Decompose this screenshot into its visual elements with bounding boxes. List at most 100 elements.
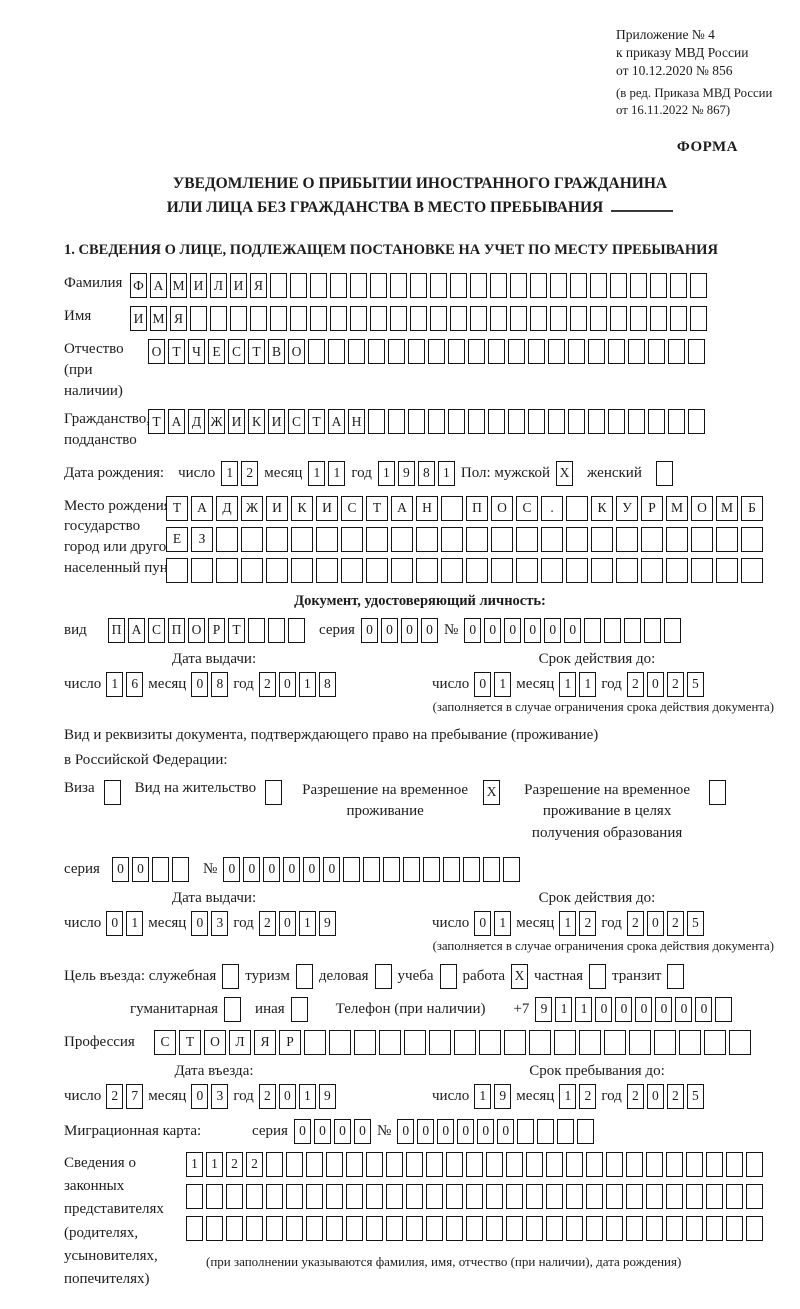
char-box: [374, 963, 392, 989]
char-box: [566, 1215, 583, 1241]
char-box: А: [328, 409, 345, 435]
char-box: [550, 306, 567, 332]
char-box: [716, 557, 738, 583]
char-box: [486, 1183, 503, 1209]
birth-date-label: Дата рождения:: [64, 464, 165, 481]
char-box: [426, 1215, 443, 1241]
char-box: 8: [211, 671, 229, 697]
char-box: 3: [211, 910, 229, 936]
char-box: 0: [112, 856, 129, 882]
char-box: [610, 273, 627, 299]
char-box: [589, 963, 607, 989]
id-kind-label: вид: [64, 621, 87, 638]
purpose-business-checkbox: [374, 963, 392, 989]
purpose-study-label: учеба: [397, 968, 434, 985]
char-box: [306, 1151, 323, 1177]
char-box: [266, 526, 288, 552]
char-box: [341, 526, 363, 552]
char-box: [668, 339, 685, 365]
char-box: [517, 1118, 535, 1144]
citizenship-label: Гражданство, подданство: [64, 411, 151, 448]
char-box: [250, 306, 267, 332]
visa-item: Виза: [64, 779, 121, 805]
char-box: [363, 856, 381, 882]
char-box: Е: [166, 526, 188, 552]
char-box: [546, 1183, 563, 1209]
month-label: месяц: [516, 675, 555, 692]
char-box: [648, 339, 665, 365]
char-box: [186, 1183, 203, 1209]
char-box: [241, 557, 263, 583]
id-valid-until-label: Срок действия до:: [538, 650, 656, 667]
char-box: [506, 1215, 523, 1241]
char-box: [628, 409, 645, 435]
year-label: год: [601, 914, 622, 931]
char-box: [690, 306, 707, 332]
year-label: год: [351, 464, 372, 481]
char-box: 0: [353, 1118, 371, 1144]
char-box: 1: [186, 1151, 203, 1177]
sex-male-checkbox: X: [556, 460, 574, 486]
char-box: [390, 306, 407, 332]
char-box: М: [716, 495, 738, 521]
char-box: [341, 557, 363, 583]
char-box: [628, 339, 645, 365]
char-box: [491, 557, 513, 583]
char-box: [686, 1183, 703, 1209]
char-box: [222, 963, 240, 989]
id-issue-date-label: Дата выдачи:: [171, 650, 257, 667]
char-box: [316, 526, 338, 552]
char-box: 9: [494, 1083, 512, 1109]
char-box: [270, 306, 287, 332]
char-box: [490, 273, 507, 299]
char-box: [466, 1151, 483, 1177]
legal-boxes-3: [186, 1215, 763, 1241]
char-box: [568, 409, 585, 435]
char-box: [616, 526, 638, 552]
char-box: З: [191, 526, 213, 552]
char-box: [546, 1151, 563, 1177]
char-box: [541, 526, 563, 552]
char-box: [366, 526, 388, 552]
purpose-other-checkbox: [290, 996, 308, 1022]
char-box: [326, 1215, 343, 1241]
char-box: 0: [397, 1118, 415, 1144]
char-box: [579, 1029, 601, 1055]
char-box: [388, 409, 405, 435]
char-box: 1: [579, 671, 597, 697]
month-label: месяц: [148, 914, 187, 931]
char-box: [410, 273, 427, 299]
char-box: [570, 306, 587, 332]
phone-label: Телефон (при наличии): [335, 1001, 486, 1018]
char-box: [626, 1183, 643, 1209]
char-box: Я: [250, 273, 267, 299]
char-box: 0: [675, 996, 693, 1022]
right-doc-types-row: Виза Вид на жительство Разрешение на вре…: [64, 779, 776, 845]
char-box: [226, 1183, 243, 1209]
char-box: [629, 1029, 651, 1055]
char-box: [103, 779, 121, 805]
temp-permit-checkbox: X: [483, 779, 501, 805]
char-box: 0: [333, 1118, 351, 1144]
char-box: 0: [474, 910, 492, 936]
char-box: X: [511, 963, 529, 989]
visa-checkbox: [103, 779, 121, 805]
char-box: [290, 273, 307, 299]
permit-number-label: №: [203, 861, 218, 878]
char-box: [290, 996, 308, 1022]
char-box: 1: [298, 671, 316, 697]
char-box: [504, 1029, 526, 1055]
char-box: [670, 306, 687, 332]
char-box: [530, 306, 547, 332]
month-label: месяц: [148, 675, 187, 692]
form-title: УВЕДОМЛЕНИЕ О ПРИБЫТИИ ИНОСТРАННОГО ГРАЖ…: [64, 172, 776, 220]
year-label: год: [233, 675, 254, 692]
char-box: [570, 273, 587, 299]
